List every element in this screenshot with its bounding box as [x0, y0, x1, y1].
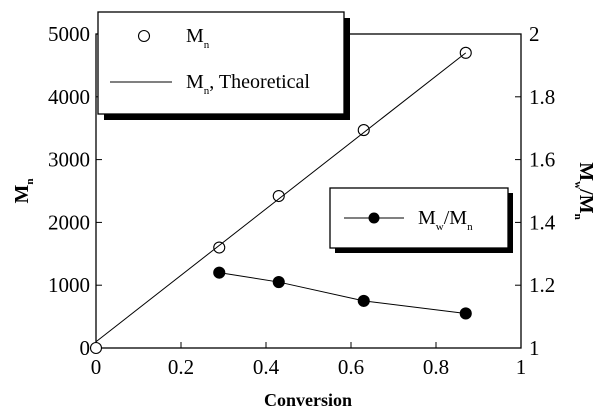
- x-tick-label: 0.8: [423, 355, 449, 379]
- svg-text:Mw/Mn: Mw/Mn: [572, 162, 595, 219]
- y2-tick-label: 2: [529, 22, 540, 46]
- y2-axis-ticks: 1 1.2 1.4 1.6 1.8 2: [515, 22, 556, 360]
- x-tick-label: 1: [516, 355, 527, 379]
- series-point-0: [357, 124, 370, 137]
- y-axis-title: Mn: [11, 178, 36, 203]
- legend-box-left: Mn Mn, Theoretical: [97, 11, 350, 120]
- x-tick-label: 0: [91, 355, 102, 379]
- y2-axis-title-sub1: w: [572, 181, 584, 189]
- y2-axis-title-m1: M: [575, 162, 595, 181]
- y2-tick-label: 1: [529, 336, 540, 360]
- series-line-2: [219, 272, 466, 314]
- legend-box-right: Mw/Mn: [329, 187, 513, 253]
- svg-text:Mn: Mn: [11, 178, 36, 203]
- legend-marker-mn: [137, 29, 151, 43]
- y2-tick-label: 1.6: [529, 148, 555, 172]
- y-tick-label: 5000: [48, 22, 90, 46]
- y-axis-ticks: 0 1000 2000 3000 4000 5000: [48, 22, 102, 360]
- series-point-0: [213, 241, 226, 254]
- y2-tick-label: 1.2: [529, 273, 555, 297]
- y2-axis-title: Mw/Mn: [572, 162, 595, 219]
- y2-tick-label: 1.8: [529, 85, 555, 109]
- series-point-2: [213, 266, 226, 279]
- y-tick-label: 4000: [48, 85, 90, 109]
- y2-axis-title-sub2: n: [572, 214, 584, 220]
- x-tick-label: 0.6: [338, 355, 364, 379]
- y2-tick-label: 1.4: [529, 210, 556, 234]
- series-point-2: [459, 307, 472, 320]
- series-point-0: [89, 341, 103, 355]
- y-axis-title-sub: n: [24, 178, 36, 184]
- y2-axis-title-m2: /M: [575, 188, 595, 214]
- y-tick-label: 1000: [48, 273, 90, 297]
- series-point-0: [272, 189, 285, 203]
- legend-label-mwmn: Mw/Mn: [418, 207, 473, 233]
- series-line-1: [95, 52, 467, 343]
- legend-label-theoretical: Mn, Theoretical: [186, 71, 310, 97]
- x-axis-title: Conversion: [264, 390, 352, 410]
- x-tick-label: 0.2: [168, 355, 194, 379]
- legend-marker-mwmn: [368, 212, 380, 224]
- series-point-2: [357, 294, 370, 307]
- y-tick-label: 0: [80, 336, 91, 360]
- series-layer: [89, 46, 472, 355]
- legend-label-mn: Mn: [186, 25, 210, 51]
- y-axis-title-main: M: [11, 185, 33, 204]
- y-tick-label: 2000: [48, 210, 90, 234]
- x-axis-ticks: 0 0.2 0.4 0.6 0.8 1: [91, 342, 527, 379]
- series-point-2: [272, 276, 285, 289]
- x-tick-label: 0.4: [253, 355, 280, 379]
- y-tick-label: 3000: [48, 148, 90, 172]
